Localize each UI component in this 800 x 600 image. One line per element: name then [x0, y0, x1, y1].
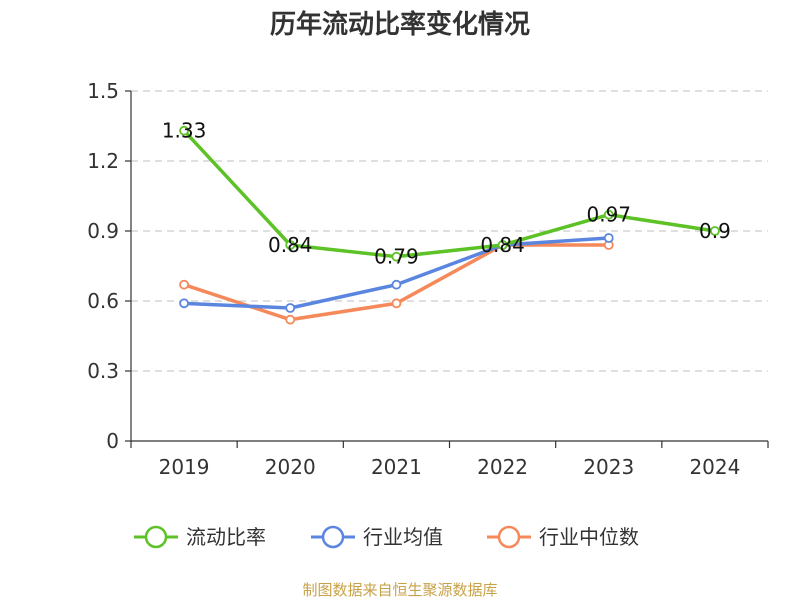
- y-tick-label: 1.2: [87, 149, 119, 173]
- source-note: 制图数据来自恒生聚源数据库: [302, 581, 497, 599]
- chart-title: 历年流动比率变化情况: [270, 9, 530, 40]
- data-point: [285, 314, 296, 325]
- data-point: [179, 279, 189, 290]
- data-label: 0.97: [586, 203, 631, 227]
- legend-marker-icon: [497, 525, 521, 549]
- data-point: [710, 226, 720, 236]
- x-tick-label: 2023: [583, 455, 634, 479]
- legend-marker-icon: [144, 525, 168, 549]
- series-line: [182, 128, 717, 259]
- legend-item[interactable]: 流动比率: [134, 525, 266, 549]
- x-tick-label: 2019: [159, 455, 210, 479]
- y-tick-label: 1.5: [87, 79, 119, 103]
- legend-item[interactable]: 行业均值: [311, 525, 443, 549]
- x-tick-label: 2022: [477, 455, 528, 479]
- axes: [125, 90, 769, 448]
- data-point: [179, 298, 189, 309]
- data-labels: 1.33 0.84 0.79 0.84 0.97 0.9: [162, 119, 731, 269]
- data-label: 1.33: [162, 119, 207, 143]
- data-point: [391, 298, 402, 309]
- data-point: [391, 279, 402, 290]
- data-label: 0.79: [374, 245, 419, 269]
- data-point: [603, 233, 614, 243]
- y-tick-label: 0.6: [87, 289, 119, 313]
- data-point: [285, 240, 296, 250]
- data-point: [285, 303, 296, 313]
- x-tick-label: 2020: [265, 455, 316, 479]
- y-tick-label: 0.3: [87, 359, 119, 383]
- legend: 流动比率 行业均值 行业中位数: [134, 525, 639, 549]
- x-tick-label: 2024: [689, 455, 740, 479]
- legend-label: 流动比率: [186, 525, 266, 549]
- legend-marker-icon: [321, 525, 345, 549]
- data-label: 0.84: [268, 233, 313, 257]
- data-point: [179, 125, 189, 136]
- series-group: [179, 125, 720, 325]
- legend-label: 行业均值: [363, 525, 443, 549]
- data-point: [391, 251, 402, 262]
- data-label: 0.84: [480, 233, 525, 257]
- data-point: [603, 209, 614, 220]
- axis-ticks: 0 0.3 0.6 0.9 1.2 1.5 2019 2020 2021 2022 2023 2024: [87, 79, 740, 479]
- legend-label: 行业中位数: [539, 525, 639, 549]
- y-tick-label: 0.9: [87, 219, 119, 243]
- gridlines: [131, 90, 768, 372]
- legend-item[interactable]: 行业中位数: [487, 525, 639, 549]
- data-label: 0.9: [699, 219, 731, 243]
- data-point: [497, 240, 508, 250]
- y-tick-label: 0: [106, 429, 119, 453]
- x-tick-label: 2021: [371, 455, 422, 479]
